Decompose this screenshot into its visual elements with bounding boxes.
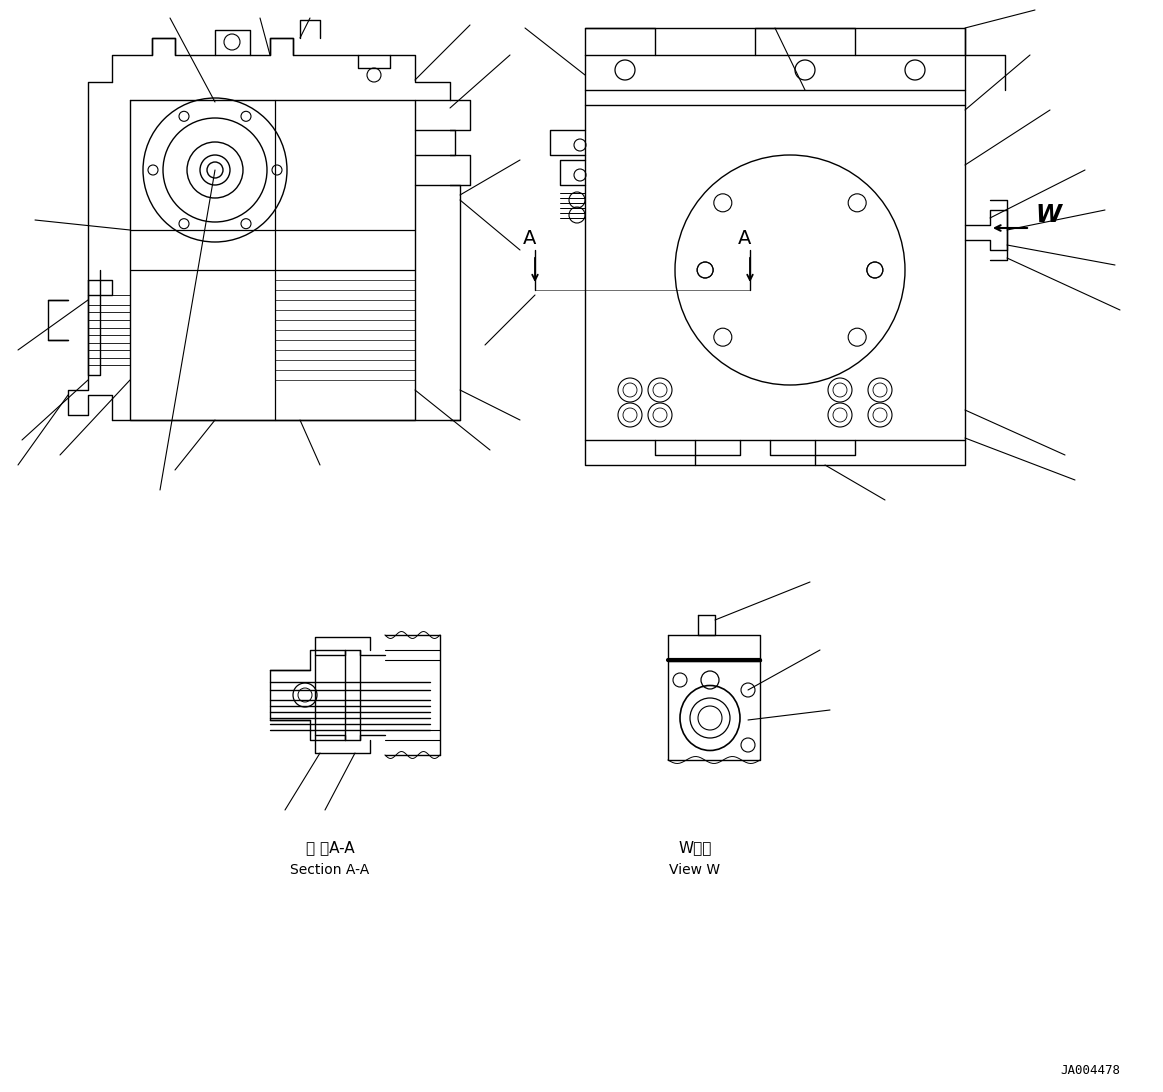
Text: JA004478: JA004478	[1059, 1064, 1120, 1077]
Text: A: A	[523, 229, 536, 248]
Text: W　視: W 視	[678, 841, 712, 855]
Text: Section A-A: Section A-A	[291, 863, 370, 877]
Text: W: W	[1035, 203, 1061, 227]
Text: 断 面A-A: 断 面A-A	[306, 841, 355, 855]
Text: View W: View W	[670, 863, 721, 877]
Text: A: A	[739, 229, 751, 248]
